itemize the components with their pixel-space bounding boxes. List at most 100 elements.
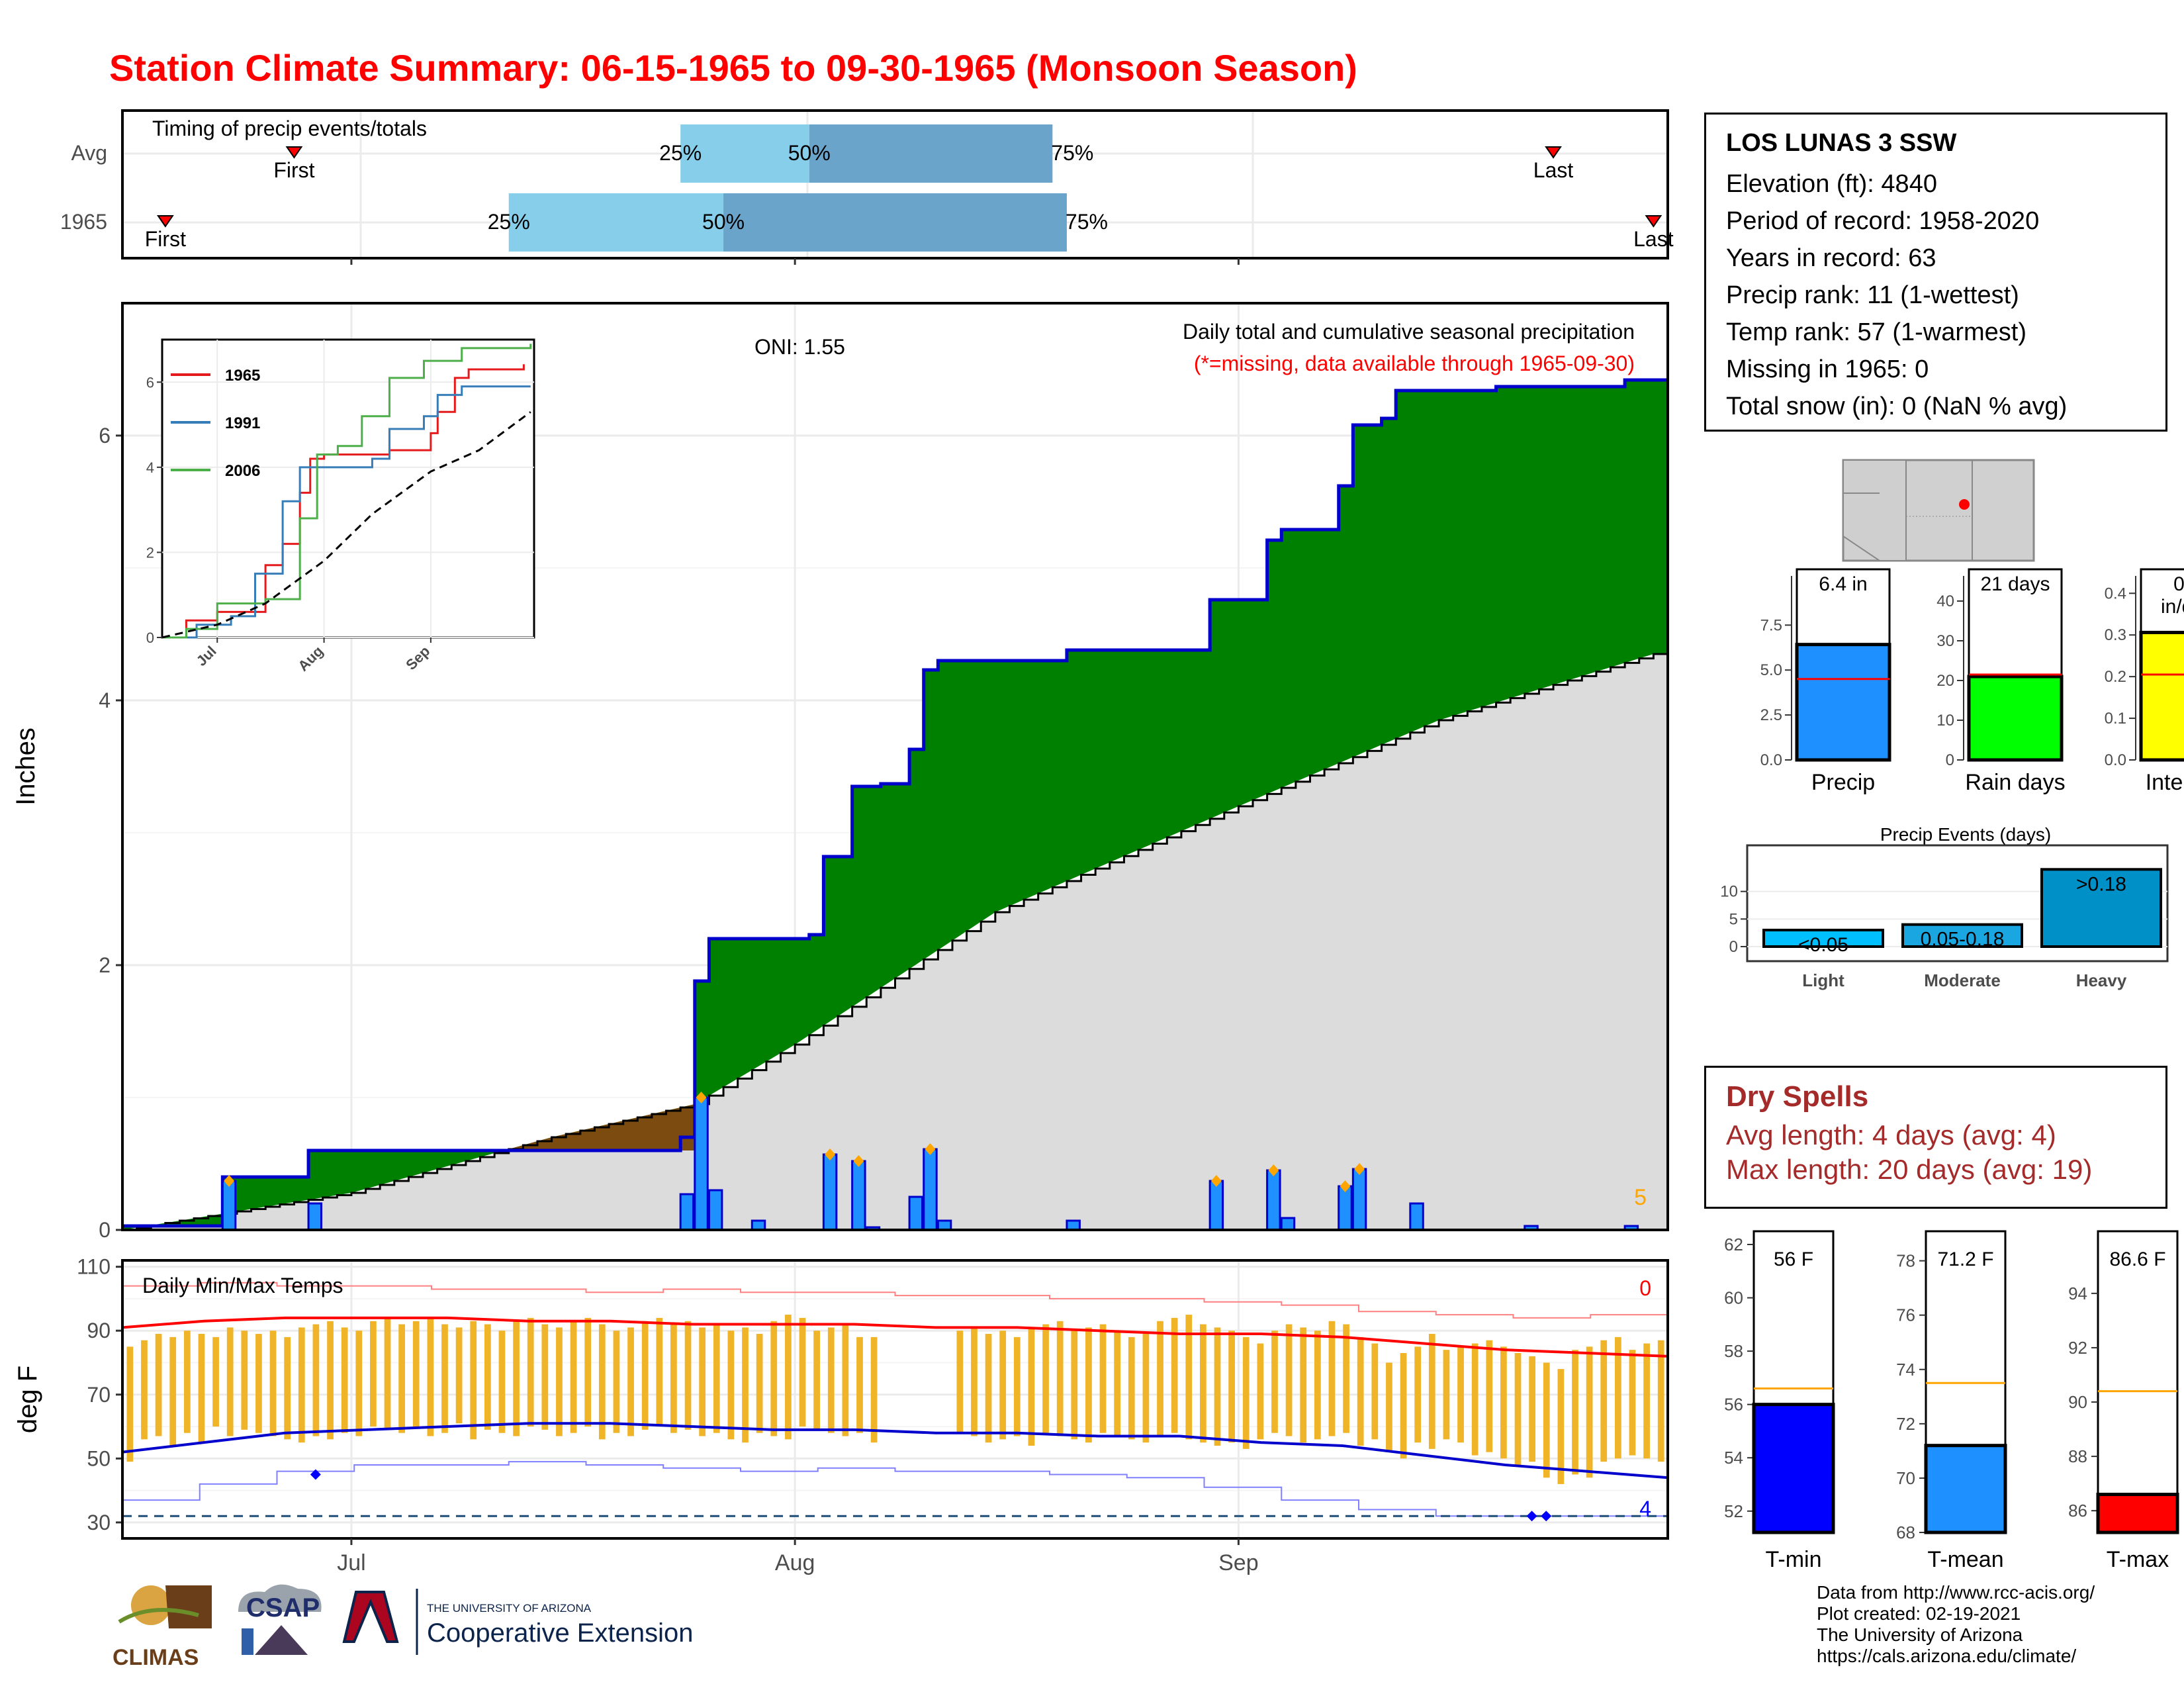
- average-min-line: [122, 1422, 1668, 1479]
- summary-tick: 7.5: [1760, 616, 1782, 634]
- daily-temp-range-bar: [613, 1331, 620, 1433]
- dry-spells-avg: Avg length: 4 days (avg: 4): [1726, 1119, 2056, 1150]
- missing-count: 5: [1634, 1185, 1647, 1210]
- daily-temp-range-bar: [1386, 1362, 1392, 1452]
- x-tick-jul: Jul: [337, 1550, 365, 1575]
- climas-text: CLIMAS: [113, 1645, 199, 1670]
- daily-temp-range-bar: [441, 1324, 448, 1433]
- daily-temp-range-bar: [1056, 1321, 1064, 1436]
- daily-temp-range-bar: [699, 1327, 706, 1436]
- logos: CLIMAS CSAP THE UNIVERSITY OF ARIZONA Co…: [113, 1584, 693, 1670]
- daily-temp-range-bar: [1600, 1340, 1608, 1462]
- footer-source: Data from http://www.rcc-acis.org/: [1817, 1582, 2095, 1603]
- inset-y-tick: 4: [146, 459, 154, 476]
- temp-summary-tick: 90: [2068, 1392, 2087, 1412]
- temp-summary-tick: 56: [1724, 1395, 1743, 1415]
- oni-label: ONI: 1.55: [754, 335, 845, 359]
- daily-precip-bar: [1208, 1180, 1224, 1231]
- temp-summary-tick: 52: [1724, 1501, 1743, 1521]
- record-low-marker: [1541, 1511, 1552, 1522]
- daily-temp-range-bar: [455, 1327, 463, 1424]
- station-period: Period of record: 1958-2020: [1726, 207, 2040, 235]
- temp-summary-tick: 76: [1896, 1305, 1915, 1325]
- average-max-line: [122, 1316, 1668, 1358]
- daily-temp-range-bar: [1657, 1340, 1664, 1462]
- daily-temp-range-bar: [1514, 1353, 1522, 1465]
- daily-precip-bar: [221, 1180, 237, 1231]
- events-category: Heavy: [2076, 970, 2127, 990]
- daily-precip-bar: [307, 1202, 323, 1231]
- daily-temp-range-bar: [1486, 1340, 1493, 1452]
- daily-temp-range-bar: [770, 1321, 778, 1436]
- timing-last-label: Last: [1533, 158, 1574, 182]
- daily-temp-range-bar: [126, 1346, 134, 1462]
- events-category: Moderate: [1924, 970, 2001, 990]
- dry-spells-title: Dry Spells: [1726, 1080, 1869, 1113]
- heavy-event-marker: [1268, 1164, 1279, 1176]
- daily-precip-bar: [1351, 1168, 1367, 1231]
- daily-temp-range-bar: [255, 1334, 262, 1433]
- daily-temp-range-bar: [1400, 1353, 1407, 1459]
- daily-temp-range-bar: [327, 1321, 334, 1440]
- record-high-line: [122, 1282, 1668, 1319]
- daily-temp-range-bar: [1557, 1369, 1565, 1484]
- summary-tick: 0.0: [2105, 751, 2126, 769]
- inset-legend-label: 2006: [225, 462, 260, 480]
- daily-temp-range-bar: [1343, 1324, 1349, 1433]
- precip-panel: 0 2 4 6 ONI: 1.55 Daily total and cumulativ…: [11, 302, 1669, 1242]
- precip-ylabel: Inches: [11, 727, 40, 806]
- record-low-count: 4: [1639, 1497, 1651, 1521]
- locator-map: [1842, 459, 2035, 562]
- daily-precip-bar: [751, 1219, 766, 1231]
- daily-temp-range-bar: [370, 1321, 377, 1427]
- precip-y-tick: 6: [99, 424, 111, 447]
- csap-logo: CSAP: [238, 1584, 322, 1655]
- heavy-event-marker: [696, 1092, 707, 1103]
- daily-temp-range-bar: [269, 1331, 277, 1436]
- daily-temp-range-bar: [570, 1321, 577, 1433]
- heavy-event-marker: [825, 1149, 836, 1160]
- daily-temp-range-bar: [1271, 1331, 1278, 1433]
- temp-panel-label: Daily Min/Max Temps: [142, 1274, 343, 1297]
- x-tick-sep: Sep: [1218, 1550, 1259, 1575]
- inset-legend-label: 1965: [225, 367, 260, 385]
- daily-temp-range-bar: [141, 1340, 148, 1440]
- daily-temp-range-bar: [312, 1324, 320, 1436]
- timing-bar-50-75-1965: [723, 193, 1067, 252]
- timing-p25-label: 25%: [488, 210, 530, 234]
- daily-temp-range-bar: [584, 1317, 592, 1427]
- summary-bar-intensity: [2139, 630, 2184, 762]
- station-info-box: LOS LUNAS 3 SSW Elevation (ft): 4840 Per…: [1704, 113, 2167, 432]
- timing-last-marker: [1645, 215, 1662, 228]
- daily-temp-range-bar: [498, 1331, 506, 1433]
- daily-temp-range-bar: [1586, 1346, 1593, 1478]
- precip-y-tick: 0: [99, 1218, 111, 1242]
- temp-summary-bar-t-min: [1752, 1403, 1835, 1534]
- daily-precip-bar: [1266, 1169, 1281, 1231]
- inset-legend-label: 1991: [225, 414, 260, 432]
- daily-temp-range-bar: [727, 1331, 735, 1440]
- summary-tick: 30: [1936, 632, 1954, 650]
- daily-temp-range-bar: [341, 1327, 348, 1433]
- timing-label: Timing of precip events/totals: [152, 117, 427, 140]
- daily-precip-bar: [679, 1193, 695, 1231]
- events-tick: 5: [1729, 910, 1738, 928]
- daily-temp-range-bar: [1457, 1346, 1464, 1443]
- daily-temp-range-bar: [627, 1327, 634, 1436]
- station-name: LOS LUNAS 3 SSW: [1726, 129, 1957, 157]
- summary-value-label: 0.3: [2173, 573, 2184, 595]
- daily-temp-range-bar: [1228, 1331, 1235, 1443]
- temp-panel: 30 50 70 90 110 Daily Min/Max Temps 0 4 deg …: [13, 1255, 1669, 1540]
- events-bar-light: [1762, 929, 1884, 948]
- timing-bar-25-50-avg: [680, 124, 809, 183]
- daily-temp-range-bar: [842, 1324, 849, 1436]
- ua-logo: THE UNIVERSITY OF ARIZONA Cooperative Ex…: [342, 1589, 693, 1655]
- station-location-marker: [1959, 499, 1970, 510]
- events-bar-moderate: [1901, 923, 2023, 949]
- daily-temp-range-bar: [284, 1336, 291, 1440]
- daily-temp-range-bar: [742, 1327, 749, 1443]
- timing-p75-label: 75%: [1051, 141, 1093, 165]
- temp-summary-bar-t-max: [2096, 1493, 2179, 1534]
- temp-summary-name: T-mean: [1927, 1547, 2003, 1572]
- summary-bar-rain-days: [1967, 675, 2064, 762]
